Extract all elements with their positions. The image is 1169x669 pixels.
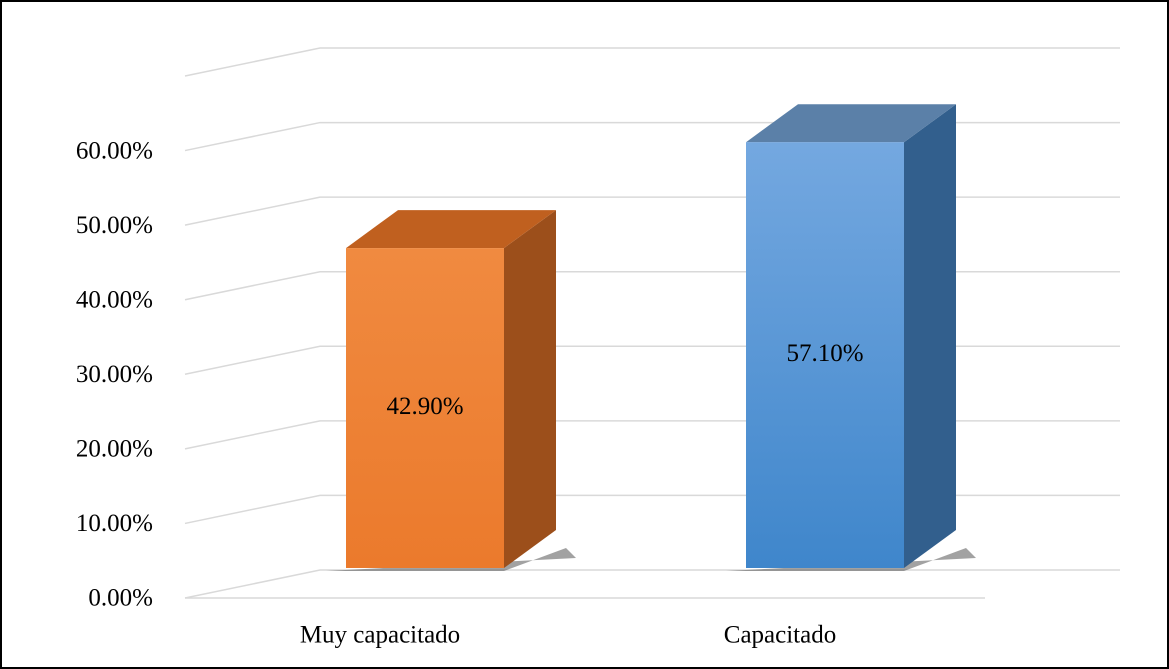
bar-top — [346, 210, 556, 249]
y-tick-label: 50.00% — [76, 212, 153, 239]
bar-shadow — [326, 548, 576, 571]
bar-side — [904, 104, 956, 568]
y-tick-label: 30.00% — [76, 361, 153, 388]
bar — [346, 248, 504, 569]
grid-line — [184, 47, 1120, 77]
bar-top — [746, 104, 956, 143]
y-tick-label: 40.00% — [76, 286, 153, 313]
bar — [746, 142, 904, 568]
y-tick-label: 10.00% — [76, 510, 153, 537]
x-tick-label: Capacitado — [724, 622, 836, 649]
data-label: 42.90% — [386, 393, 463, 420]
y-tick-label: 60.00% — [76, 137, 153, 164]
x-tick-label: Muy capacitado — [300, 622, 460, 649]
y-tick-label: 0.00% — [88, 585, 153, 612]
bar-side — [504, 210, 556, 569]
data-label: 57.10% — [786, 340, 863, 367]
bar-shadow — [726, 548, 976, 571]
y-tick-label: 20.00% — [76, 436, 153, 463]
